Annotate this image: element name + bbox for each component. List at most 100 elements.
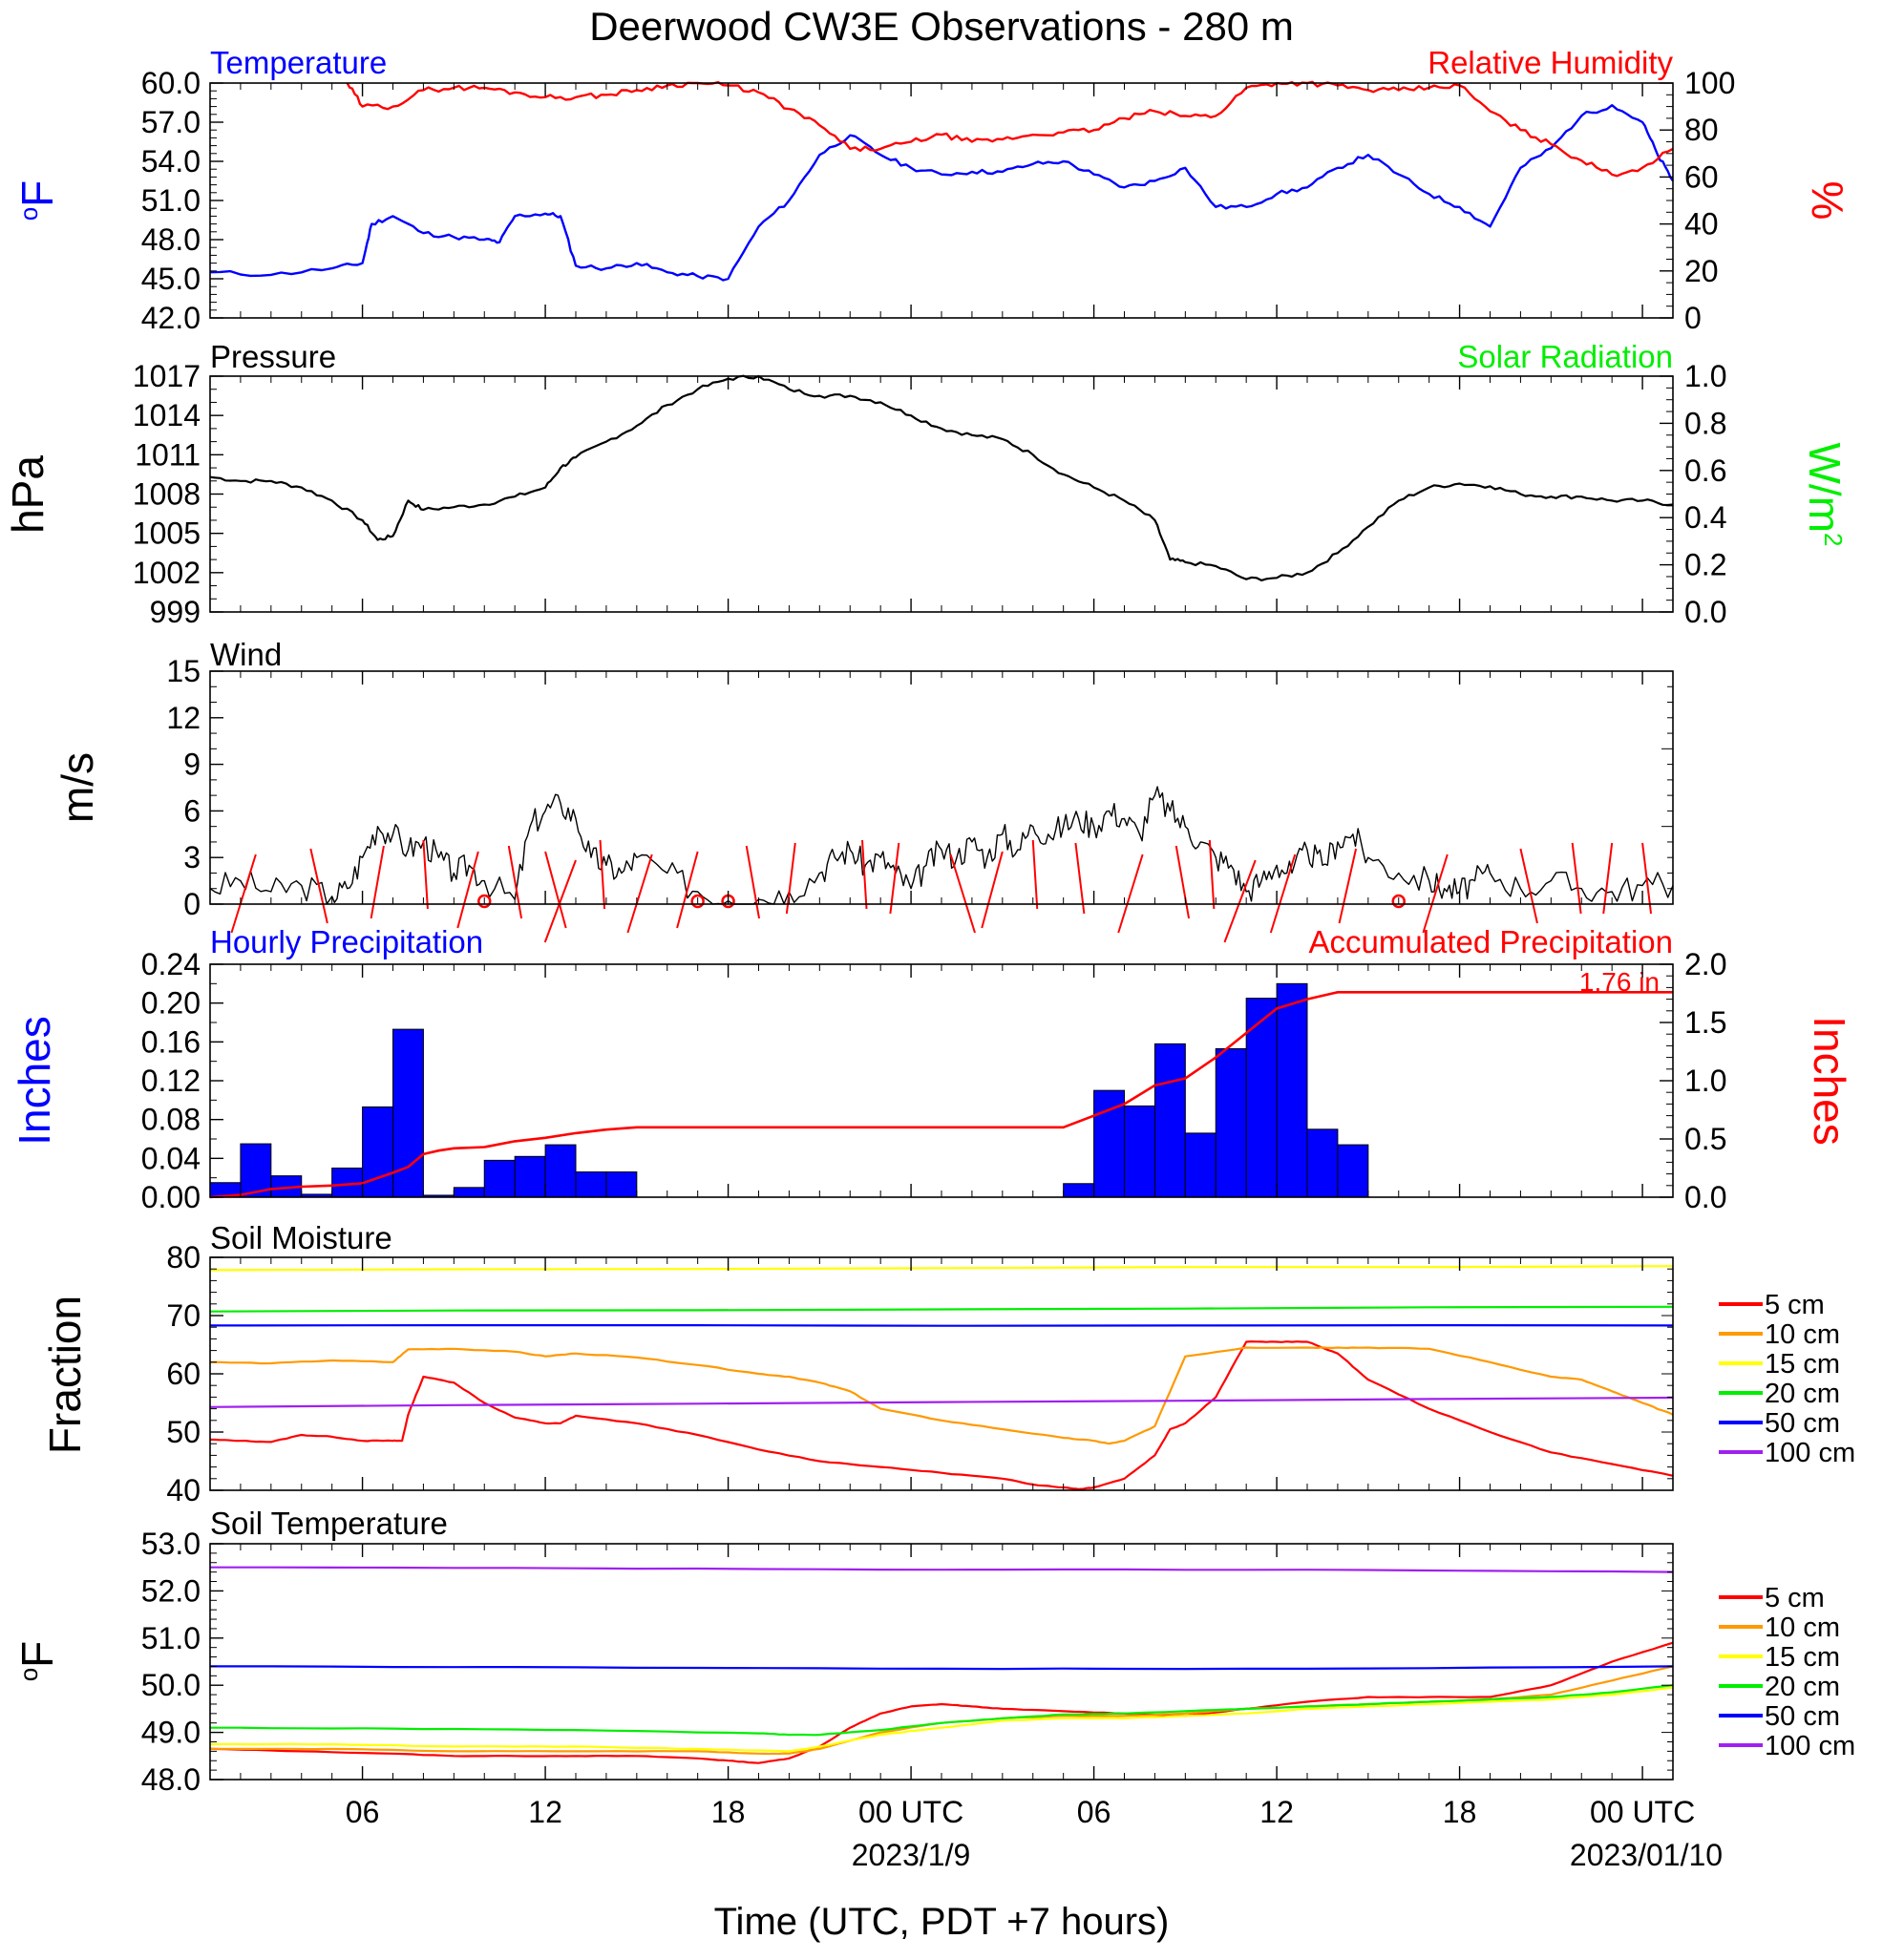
legend-label: 15 cm [1765,1642,1840,1673]
y-tick-label: 1014 [133,398,201,432]
precip-bar [1093,1089,1126,1198]
calm-wind-marker [690,894,705,909]
wind-barb [1174,845,1191,919]
precip-bar [483,1159,516,1198]
y-tick-label: 0.8 [1684,406,1726,440]
humidity-line [346,80,1674,178]
depth-series [209,1339,1674,1490]
precip-bar [1184,1132,1217,1198]
x-tick-label: 12 [1259,1795,1294,1829]
figure-title: Deerwood CW3E Observations - 280 m [589,4,1294,49]
temperature-series [209,103,1674,282]
x-tick-label: 06 [1077,1795,1111,1829]
y-tick-label: 1002 [133,556,201,590]
wind-barb [1422,854,1449,934]
precip-bar [575,1171,607,1198]
wind-line [209,786,1674,905]
wind-barb [861,839,868,910]
legend-label: 10 cm [1765,1319,1840,1350]
precip-bar [453,1187,485,1198]
y-tick-label: 15 [166,654,201,688]
soil-temp-y-ticks: 53.0 52.0 51.0 50.0 49.0 48.0 [141,1527,1673,1797]
y-tick-label: 60 [166,1357,201,1391]
wind-barb [1269,854,1297,934]
wind-barb [543,859,577,943]
wind-barb [745,845,761,919]
y-tick-label: 0.04 [141,1141,201,1175]
y-tick-label: 40 [166,1473,201,1507]
wind-barb [1338,848,1358,924]
wind-barb [230,854,257,934]
panel-wind: Wind 15 12 9 6 3 0 m/s [53,637,1674,943]
y-tick-label: 0.16 [141,1024,201,1059]
precip-unit: Inches [10,1016,59,1146]
y-tick-label: 80 [166,1240,201,1275]
y-tick-label: 0.4 [1684,500,1726,535]
panel-frame-6 [209,1543,1674,1781]
panel-frame-3 [209,670,1674,905]
soil-moisture-y-ticks: 80 70 60 50 40 [166,1240,1673,1507]
panel-soil-temperature: Soil Temperature 53.0 52.0 51.0 50.0 49.0 48.… [12,1506,1855,1797]
x-tick-label: 06 [346,1795,380,1829]
wind-barb [309,848,328,924]
wind-barb [507,845,523,919]
solar-y-ticks: 1.0 0.8 0.6 0.4 0.2 0.0 [1660,359,1726,629]
y-tick-label: 1017 [133,359,201,393]
y-tick-label: 100 [1684,66,1735,100]
x-tick-label: 18 [1443,1795,1477,1829]
depth-series [210,1346,1674,1445]
y-tick-label: 0 [1684,301,1702,335]
y-tick-label: 3 [183,840,201,875]
accum-precip-series [209,991,1673,1199]
precip-bar [362,1106,394,1198]
temperature-y-ticks: 60.0 57.0 54.0 51.0 48.0 45.0 42.0 [141,66,223,335]
soil-temp-title: Soil Temperature [210,1506,448,1541]
y-tick-label: 1008 [133,477,201,512]
y-tick-label: 60 [1684,159,1719,194]
legend-label: 20 cm [1765,1379,1840,1409]
temperature-unit: oF [12,180,62,221]
x-tick-label: 18 [711,1795,746,1829]
panel-temperature-humidity: Temperature Relative Humidity 60.0 57.0 54… [12,45,1852,335]
y-tick-label: 0.2 [1684,548,1726,582]
y-tick-label: 1.0 [1684,1064,1726,1098]
y-tick-label: 1.5 [1684,1005,1726,1040]
y-tick-label: 40 [1684,207,1719,242]
date-label-2: 2023/01/10 [1570,1838,1723,1872]
accum-unit: Inches [1805,1016,1854,1146]
y-tick-label: 999 [150,595,201,629]
y-tick-label: 54.0 [141,144,201,179]
y-tick-label: 49.0 [141,1716,201,1750]
panel-frame-4 [209,963,1674,1198]
legend-label: 20 cm [1765,1672,1840,1702]
precip-total-label: 1.76 in [1579,967,1660,997]
legend-label: 15 cm [1765,1349,1840,1380]
wind-barb [626,854,653,934]
x-axis-labels: 06 12 18 00 UTC 06 12 18 00 UTC [346,1795,1695,1829]
wind-barb [981,851,1004,929]
legend-label: 5 cm [1765,1290,1825,1320]
precip-bar [1276,982,1308,1198]
y-tick-label: 1011 [135,437,201,472]
x-axis-ticks [209,83,1674,1780]
soil-moisture-title: Soil Moisture [210,1220,392,1255]
wind-barb [544,851,567,929]
humidity-y-ticks: 100 80 60 40 20 0 [1660,66,1735,335]
panel-frame-5 [209,1256,1674,1491]
wind-barb [1074,842,1086,915]
pressure-line [209,374,1674,582]
depth-series [209,1265,1674,1272]
wind-barb [1117,854,1144,934]
precip-bar [1124,1105,1155,1198]
x-tick-label: 00 UTC [1590,1795,1695,1829]
precip-bar [392,1028,424,1198]
panel-precipitation: Hourly Precipitation Accumulated Precipi… [10,924,1854,1214]
y-tick-label: 0.0 [1684,595,1726,629]
depth-series [209,1323,1674,1327]
y-tick-label: 70 [166,1298,201,1333]
y-tick-label: 52.0 [141,1573,201,1608]
y-tick-label: 0 [183,887,201,921]
calm-wind-marker [1391,894,1406,909]
